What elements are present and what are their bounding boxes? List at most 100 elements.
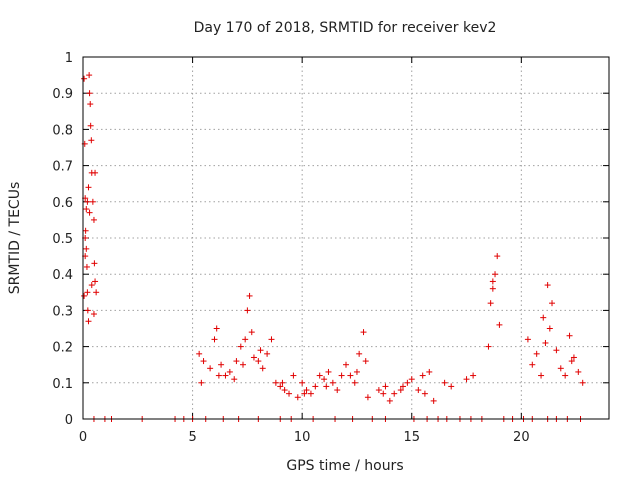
data-point	[84, 289, 91, 296]
data-point	[281, 387, 288, 394]
data-point	[360, 329, 367, 336]
data-point	[93, 289, 100, 296]
data-point	[568, 358, 575, 365]
data-point	[218, 361, 225, 368]
data-point	[489, 285, 496, 292]
data-point	[546, 325, 553, 332]
data-point	[264, 350, 271, 357]
data-point	[198, 379, 205, 386]
data-point	[83, 206, 90, 213]
data-point	[566, 332, 573, 339]
data-point	[544, 282, 551, 289]
data-point	[196, 350, 203, 357]
data-point	[329, 379, 336, 386]
data-point	[325, 368, 332, 375]
data-point	[294, 394, 301, 401]
data-point	[84, 198, 91, 205]
y-tick-label: 0.2	[52, 341, 73, 356]
data-point	[380, 390, 387, 397]
data-point	[237, 343, 244, 350]
data-point	[301, 390, 308, 397]
data-point	[492, 271, 499, 278]
data-point	[375, 387, 382, 394]
data-point	[88, 282, 95, 289]
data-point	[286, 390, 293, 397]
data-point	[421, 390, 428, 397]
data-point	[494, 253, 501, 260]
data-point	[81, 292, 88, 299]
data-point	[549, 300, 556, 307]
data-point	[222, 372, 229, 379]
y-tick-label: 1	[65, 51, 73, 66]
data-point	[87, 122, 94, 129]
data-point	[351, 379, 358, 386]
x-tick-label: 10	[294, 430, 311, 445]
data-point	[356, 350, 363, 357]
axis-ticks: 00.10.20.30.40.50.60.70.80.910 5 10 15 20	[52, 51, 609, 445]
data-point	[239, 361, 246, 368]
data-point	[524, 336, 531, 343]
x-axis-label: GPS time / hours	[286, 458, 403, 474]
data-point	[299, 379, 306, 386]
y-tick-label: 0.9	[52, 87, 73, 102]
y-tick-label: 0.6	[52, 196, 73, 211]
data-point	[255, 358, 262, 365]
x-tick-label: 0	[79, 430, 87, 445]
data-point	[85, 318, 92, 325]
y-tick-label: 0	[65, 413, 73, 428]
data-point	[463, 376, 470, 383]
y-tick-label: 0.4	[52, 268, 73, 283]
data-point	[538, 372, 545, 379]
chart-title: Day 170 of 2018, SRMTID for receiver kev…	[194, 20, 497, 36]
data-point	[92, 169, 99, 176]
data-point	[570, 354, 577, 361]
data-point	[579, 379, 586, 386]
data-point	[553, 347, 560, 354]
data-point	[85, 184, 92, 191]
data-point	[86, 209, 93, 216]
data-point	[415, 387, 422, 394]
y-tick-label: 0.8	[52, 123, 73, 138]
data-point	[200, 358, 207, 365]
data-point	[408, 376, 415, 383]
data-point	[347, 372, 354, 379]
data-point	[362, 358, 369, 365]
data-point	[259, 365, 266, 372]
data-point	[83, 263, 90, 270]
data-point	[316, 372, 323, 379]
data-point	[542, 339, 549, 346]
data-point	[540, 314, 547, 321]
data-point	[277, 383, 284, 390]
data-point	[386, 397, 393, 404]
data-point	[321, 376, 328, 383]
data-point	[86, 72, 93, 79]
data-point	[83, 245, 90, 252]
data-point	[90, 311, 97, 318]
data-points	[81, 72, 586, 422]
data-point	[207, 365, 214, 372]
data-point	[91, 260, 98, 267]
data-point	[312, 383, 319, 390]
data-point	[290, 372, 297, 379]
data-point	[487, 300, 494, 307]
data-point	[86, 90, 93, 97]
data-point	[430, 397, 437, 404]
data-point	[89, 198, 96, 205]
x-tick-label: 5	[188, 430, 196, 445]
data-point	[489, 278, 496, 285]
data-point	[233, 358, 240, 365]
data-point	[533, 350, 540, 357]
data-point	[268, 336, 275, 343]
data-point	[441, 379, 448, 386]
data-point	[211, 336, 218, 343]
y-axis-label: SRMTID / TECUs	[7, 182, 23, 295]
data-point	[557, 365, 564, 372]
data-point	[82, 227, 89, 234]
data-point	[226, 368, 233, 375]
data-point	[575, 368, 582, 375]
data-point	[404, 379, 411, 386]
data-point	[92, 278, 99, 285]
data-point	[562, 372, 569, 379]
data-point	[231, 376, 238, 383]
